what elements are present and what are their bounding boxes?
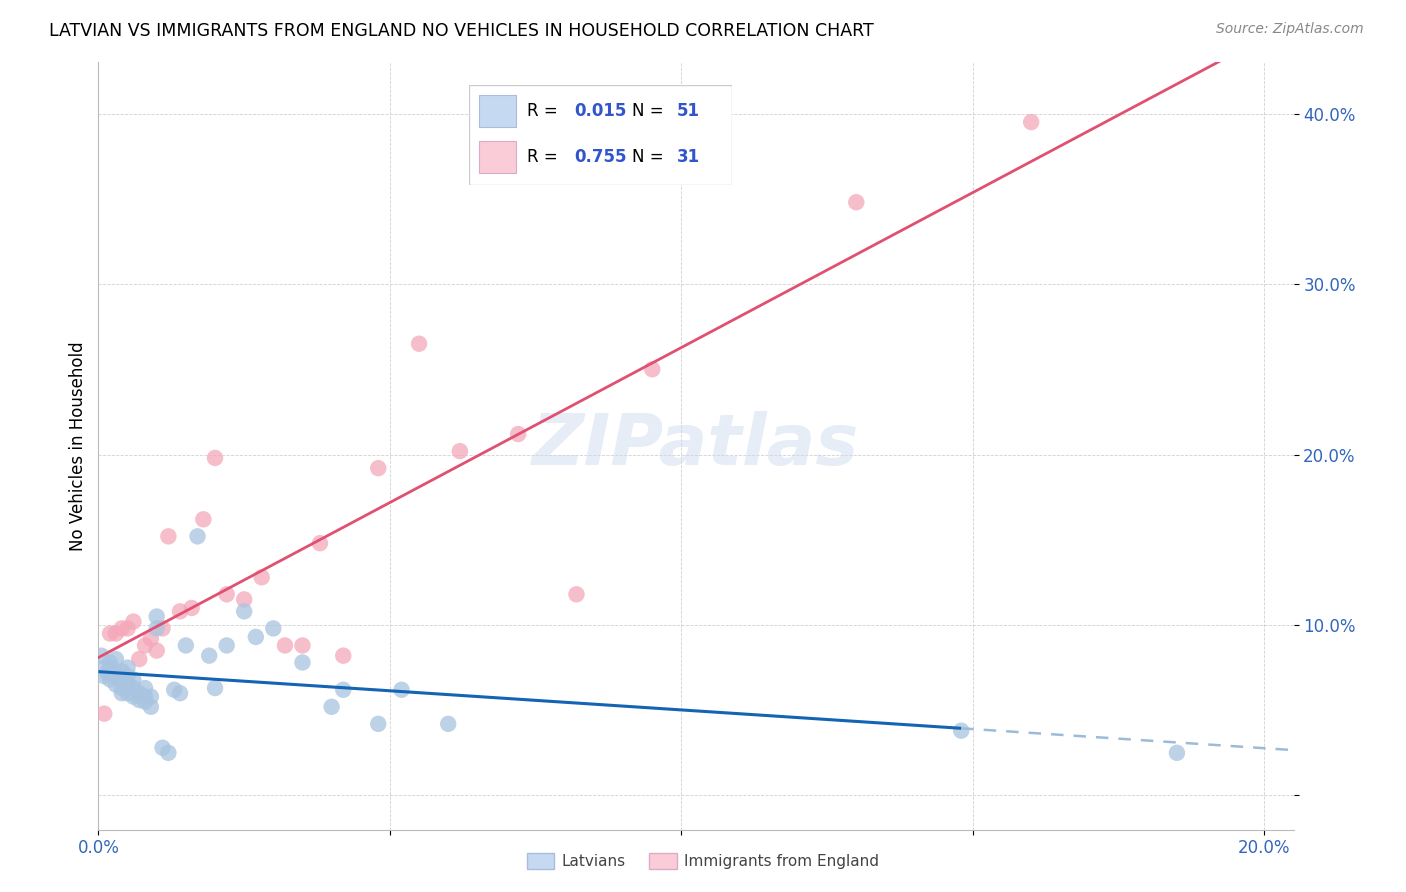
Point: [134, 639, 156, 653]
Point: [262, 621, 284, 635]
Point: [391, 682, 413, 697]
Point: [139, 699, 162, 714]
Point: [98, 660, 121, 674]
Point: [93, 669, 115, 683]
Point: [641, 362, 664, 376]
Point: [157, 746, 180, 760]
Point: [145, 621, 167, 635]
Point: [104, 626, 127, 640]
Point: [122, 673, 145, 687]
Text: ZIPatlas: ZIPatlas: [533, 411, 859, 481]
Text: Source: ZipAtlas.com: Source: ZipAtlas.com: [1216, 22, 1364, 37]
Point: [169, 686, 191, 700]
Point: [96, 665, 118, 680]
Point: [186, 529, 208, 543]
Point: [291, 639, 314, 653]
Point: [111, 621, 134, 635]
Point: [93, 706, 115, 721]
Point: [193, 512, 215, 526]
Point: [134, 681, 156, 695]
Point: [117, 669, 139, 683]
Point: [449, 444, 471, 458]
Point: [332, 682, 354, 697]
Point: [98, 656, 121, 670]
Point: [291, 656, 314, 670]
Point: [233, 592, 256, 607]
Point: [367, 717, 389, 731]
Point: [104, 665, 127, 680]
Point: [950, 723, 973, 738]
Point: [215, 639, 238, 653]
Point: [111, 681, 134, 695]
Point: [111, 673, 134, 687]
Text: LATVIAN VS IMMIGRANTS FROM ENGLAND NO VEHICLES IN HOUSEHOLD CORRELATION CHART: LATVIAN VS IMMIGRANTS FROM ENGLAND NO VE…: [49, 22, 875, 40]
Point: [128, 693, 150, 707]
Point: [198, 648, 221, 663]
Point: [139, 690, 162, 704]
Point: [565, 587, 588, 601]
Legend: Latvians, Immigrants from England: Latvians, Immigrants from England: [520, 847, 886, 875]
Point: [98, 673, 121, 687]
Point: [250, 570, 273, 584]
Point: [122, 615, 145, 629]
Point: [174, 639, 197, 653]
Point: [104, 652, 127, 666]
Point: [169, 604, 191, 618]
Point: [111, 664, 134, 678]
Point: [117, 621, 139, 635]
Point: [98, 626, 121, 640]
Point: [274, 639, 297, 653]
Point: [309, 536, 332, 550]
Point: [845, 195, 868, 210]
Point: [204, 681, 226, 695]
Point: [204, 450, 226, 465]
Point: [437, 717, 460, 731]
Point: [163, 682, 186, 697]
Point: [128, 652, 150, 666]
Point: [1019, 115, 1042, 129]
Point: [145, 609, 167, 624]
Point: [233, 604, 256, 618]
Point: [134, 695, 156, 709]
Point: [152, 740, 174, 755]
Point: [104, 678, 127, 692]
Point: [122, 690, 145, 704]
Point: [408, 336, 430, 351]
Point: [122, 681, 145, 695]
Point: [145, 643, 167, 657]
Point: [332, 648, 354, 663]
Point: [180, 601, 202, 615]
Point: [134, 690, 156, 704]
Point: [117, 686, 139, 700]
Point: [1166, 746, 1188, 760]
Y-axis label: No Vehicles in Household: No Vehicles in Household: [69, 341, 87, 551]
Point: [152, 621, 174, 635]
Point: [245, 630, 267, 644]
Point: [104, 669, 127, 683]
Point: [215, 587, 238, 601]
Point: [367, 461, 389, 475]
Point: [117, 678, 139, 692]
Point: [157, 529, 180, 543]
Point: [93, 660, 115, 674]
Point: [117, 660, 139, 674]
Point: [139, 632, 162, 646]
Point: [90, 648, 112, 663]
Point: [128, 686, 150, 700]
Point: [111, 686, 134, 700]
Point: [508, 427, 530, 442]
Point: [321, 699, 343, 714]
